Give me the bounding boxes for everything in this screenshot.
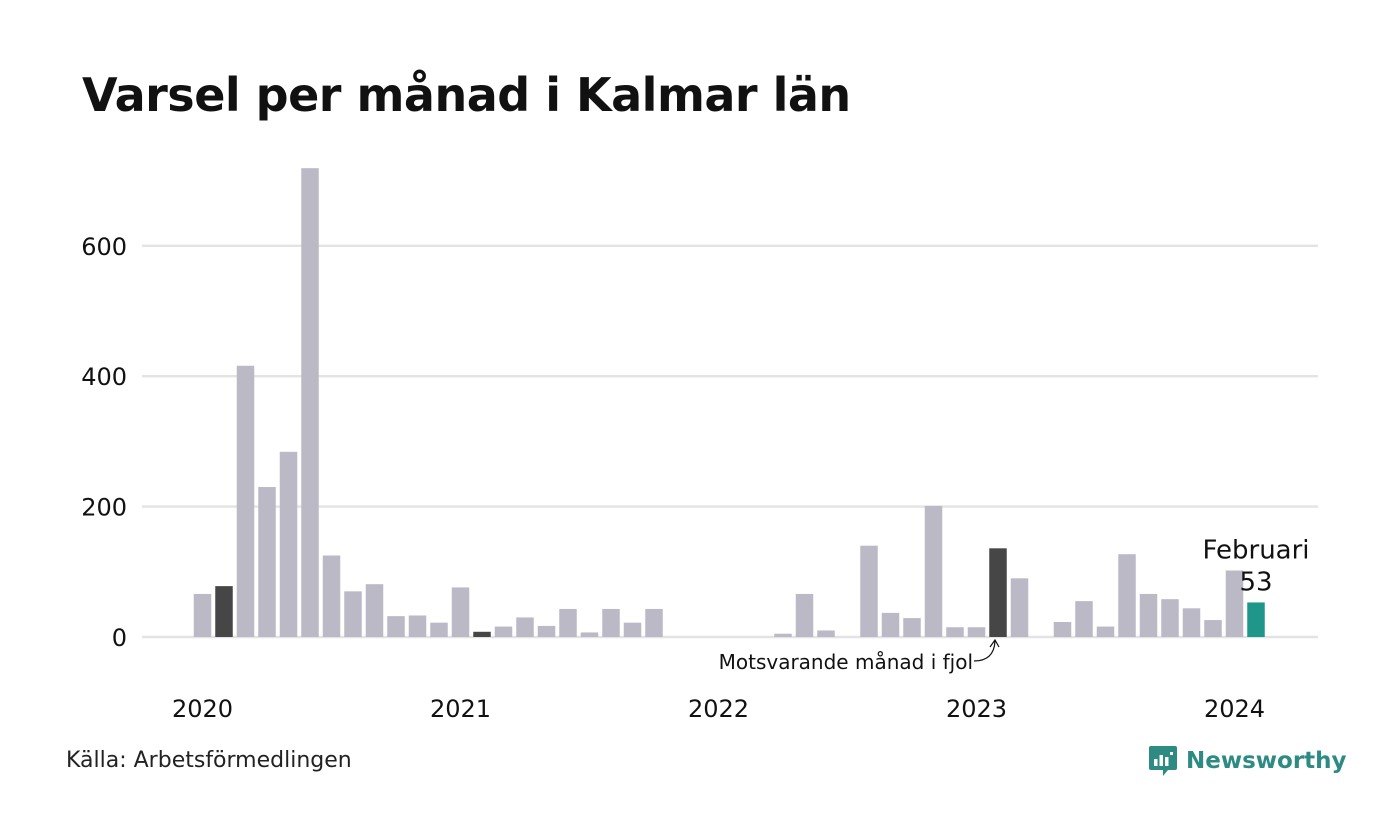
bar-comparison-month [989, 548, 1007, 637]
annotations: Februari 53 Motsvarande månad i fjol [719, 535, 1310, 674]
x-tick-label: 2024 [1204, 695, 1265, 723]
bar [795, 593, 814, 637]
bar [580, 632, 599, 637]
current-month-label: Februari [1202, 535, 1309, 565]
bar [516, 617, 534, 637]
current-month-value: 53 [1239, 567, 1272, 597]
bar [279, 451, 298, 637]
comparison-arrow [973, 638, 1000, 662]
bar [1204, 620, 1222, 637]
bar [258, 487, 276, 637]
y-tick-label: 200 [81, 494, 127, 522]
bar [946, 627, 964, 637]
x-tick-label: 2022 [688, 695, 749, 723]
bar [387, 616, 405, 637]
y-tick-label: 600 [81, 233, 127, 261]
bar [881, 612, 900, 637]
x-tick-label: 2020 [172, 695, 233, 723]
bar [537, 625, 556, 637]
bar-comparison-month [215, 586, 233, 637]
bar [602, 608, 620, 637]
bar [774, 633, 792, 637]
bar [344, 591, 362, 637]
comparison-month-label: Motsvarande månad i fjol [719, 650, 973, 674]
bar [1161, 599, 1179, 637]
y-axis-ticks: 0 200 400 600 [81, 233, 127, 652]
y-tick-label: 0 [112, 624, 127, 652]
bar [817, 630, 835, 637]
bars [193, 168, 1265, 637]
bar-comparison-month [473, 631, 491, 637]
x-axis-year-labels: 2020 2021 2022 2023 2024 [172, 695, 1265, 723]
bar [494, 626, 513, 637]
bar [559, 608, 577, 637]
x-tick-label: 2023 [946, 695, 1007, 723]
bar [365, 584, 384, 637]
brand-logo: Newsworthy [1148, 744, 1347, 778]
bar [322, 555, 341, 637]
bar [236, 365, 255, 637]
chart-title: Varsel per månad i Kalmar län [82, 68, 851, 122]
x-tick-label: 2021 [430, 695, 491, 723]
bar [903, 618, 921, 637]
bar [1053, 622, 1072, 637]
bar-current-month [1247, 602, 1265, 637]
source-note: Källa: Arbetsförmedlingen [66, 748, 352, 773]
bar [645, 608, 663, 637]
bar [193, 593, 212, 637]
bar [1096, 626, 1115, 637]
bar [430, 622, 448, 637]
bar [623, 622, 642, 637]
bar [1225, 570, 1244, 637]
bar [967, 627, 986, 637]
y-tick-label: 400 [81, 363, 127, 391]
bar [301, 168, 319, 637]
brand-name: Newsworthy [1186, 748, 1347, 774]
bar [1010, 578, 1029, 637]
bar [408, 615, 427, 637]
bar [451, 587, 470, 637]
bar [1139, 593, 1158, 637]
bar [1182, 608, 1201, 637]
bar [1118, 554, 1136, 637]
newsworthy-logo-icon [1149, 746, 1177, 776]
bar [1075, 601, 1093, 637]
bar [860, 545, 878, 637]
bar [924, 505, 943, 637]
